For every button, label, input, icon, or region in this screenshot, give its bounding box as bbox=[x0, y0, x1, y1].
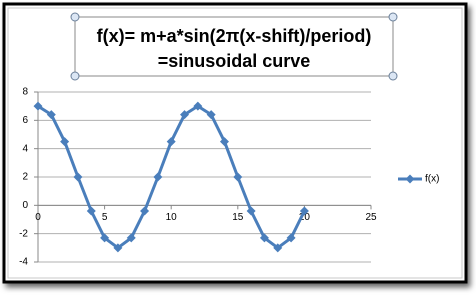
y-tick-label: -2 bbox=[19, 228, 28, 239]
y-tick-label: 8 bbox=[22, 87, 28, 98]
data-point bbox=[113, 243, 123, 253]
data-point bbox=[60, 137, 70, 147]
data-point bbox=[206, 110, 216, 120]
x-tick-label: 15 bbox=[232, 212, 244, 223]
data-point bbox=[73, 172, 83, 182]
x-tick-label: 25 bbox=[365, 212, 377, 223]
data-point bbox=[153, 172, 163, 182]
y-tick-label: 0 bbox=[22, 200, 28, 211]
y-tick-label: 6 bbox=[22, 115, 28, 126]
data-point bbox=[193, 101, 203, 111]
y-tick-label: 2 bbox=[22, 172, 28, 183]
data-point bbox=[46, 110, 56, 120]
data-point bbox=[33, 101, 43, 111]
data-point bbox=[299, 206, 309, 216]
data-point bbox=[86, 206, 96, 216]
data-point bbox=[126, 233, 136, 243]
data-point bbox=[273, 243, 283, 253]
x-tick-label: 0 bbox=[35, 212, 41, 223]
data-point bbox=[219, 137, 229, 147]
y-tick-label: 4 bbox=[22, 143, 28, 154]
legend-marker bbox=[405, 174, 415, 184]
data-point bbox=[100, 233, 110, 243]
title-box[interactable] bbox=[74, 16, 394, 77]
chart-subtitle: =sinusoidal curve bbox=[158, 51, 311, 71]
data-point bbox=[166, 137, 176, 147]
selection-handles bbox=[70, 12, 398, 81]
x-tick-label: 5 bbox=[102, 212, 108, 223]
legend-label: f(x) bbox=[425, 174, 439, 185]
data-point bbox=[246, 206, 256, 216]
data-point bbox=[233, 172, 243, 182]
chart-inner-border bbox=[7, 7, 463, 279]
x-tick-label: 10 bbox=[166, 212, 178, 223]
data-point bbox=[180, 110, 190, 120]
data-point bbox=[140, 206, 150, 216]
x-tick-label: 20 bbox=[299, 212, 311, 223]
data-point bbox=[286, 233, 296, 243]
data-point bbox=[259, 233, 269, 243]
y-tick-label: -4 bbox=[19, 257, 28, 268]
chart-title: f(x)= m+a*sin(2π(x-shift)/period) bbox=[97, 26, 372, 46]
